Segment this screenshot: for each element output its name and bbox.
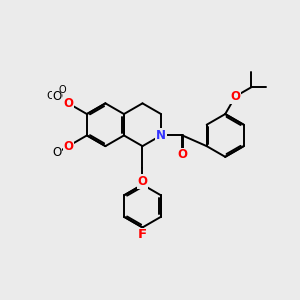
Text: O: O — [52, 90, 62, 104]
Text: O: O — [137, 175, 148, 188]
Text: F: F — [138, 228, 147, 242]
Text: O: O — [46, 91, 55, 101]
Text: O: O — [59, 85, 66, 95]
Text: O: O — [52, 90, 62, 104]
Text: N: N — [156, 129, 166, 142]
Text: O: O — [52, 146, 62, 159]
Text: O: O — [177, 148, 188, 161]
Text: O: O — [230, 90, 240, 103]
Text: O: O — [63, 140, 74, 153]
Text: O: O — [63, 97, 74, 110]
